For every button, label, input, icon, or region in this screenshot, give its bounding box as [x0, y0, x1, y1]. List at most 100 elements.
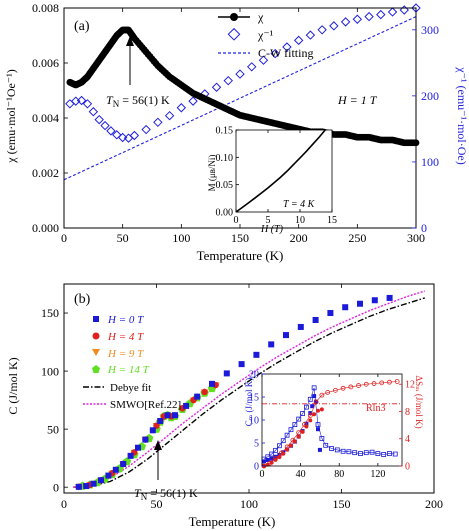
cm-open-point: [319, 435, 325, 441]
debye-fit-path: [73, 297, 426, 488]
h0t-point: [75, 483, 82, 490]
h0t-point: [327, 310, 334, 317]
cm-filled-point: [312, 394, 317, 399]
h0t-point: [127, 452, 134, 459]
x-tick-label: 250: [348, 231, 366, 245]
cm-open-point: [296, 416, 302, 422]
legend-chi-marker: [230, 13, 238, 21]
chi-inverse-point: [305, 30, 316, 40]
cm-open-point: [292, 422, 298, 428]
chi-inverse-point: [176, 103, 187, 113]
panel-a-y2-axis-label: χ⁻¹ (emu⁻¹·mol·Oe): [455, 66, 469, 165]
tn-arrowhead-b: [154, 440, 162, 450]
x-tick-label: 100: [172, 231, 190, 245]
h0t-point: [157, 418, 164, 425]
s-filled-point: [269, 460, 274, 465]
entropy-inset: 0 40 80 120 0 5 10 15 20 0 4 8 12 Cₘ (J/mol K) ΔSₘ…: [244, 370, 424, 481]
s-open-point: [348, 384, 354, 390]
s-filled-point: [319, 407, 324, 412]
panel-a-x-ticks: 0 50 100 150 200 250 300: [61, 8, 425, 245]
h0t-point: [297, 323, 304, 330]
inset-a-x-ticks: 0 5 10 15: [234, 130, 337, 226]
s-open-point: [394, 379, 400, 384]
cm-open-point: [392, 451, 398, 457]
y-tick-label: 8: [405, 407, 410, 418]
legend-h0-marker: [93, 316, 99, 322]
cm-filled-point: [308, 411, 313, 416]
h0t-series: [75, 294, 393, 490]
legend-h4-label: H = 4 T: [107, 331, 144, 343]
y-tick-label: 0.008: [32, 1, 59, 15]
s-open-path: [263, 381, 398, 467]
inset-b-y-label: Cₘ (J/mol K): [244, 378, 254, 427]
chi-inverse-point: [164, 110, 175, 121]
h0t-point: [357, 300, 363, 307]
y-tick-label: 200: [421, 89, 439, 103]
x-tick-label: 40: [296, 469, 306, 480]
cm-open-point: [280, 438, 286, 444]
legend-h9-label: H = 9 T: [107, 348, 144, 360]
chi-inverse-point: [317, 25, 327, 35]
cm-open-point: [363, 450, 369, 456]
s-open-point: [363, 381, 369, 387]
tn-annotation-b: TN = 56(1) K: [134, 440, 198, 502]
h0t-point: [98, 477, 104, 484]
s-filled-point: [300, 429, 305, 434]
x-tick-label: 300: [407, 231, 425, 245]
inset-b-y2-ticks: 0 4 8 12: [399, 380, 415, 473]
cm-open-point: [346, 449, 352, 455]
h0t-point: [209, 380, 215, 387]
y-tick-label: 15: [249, 393, 259, 404]
s-filled-point: [288, 443, 293, 448]
chi-inverse-point: [188, 96, 198, 106]
panel-b-x-axis-label: Temperature (K): [189, 514, 276, 529]
chi-inverse-point: [106, 126, 116, 136]
cm-open-point: [375, 451, 381, 456]
y-tick-label: 0.002: [32, 166, 59, 180]
chi-inverse-point: [112, 130, 122, 140]
s-filled-point: [285, 447, 290, 452]
panel-a-x-axis-label: Temperature (K): [197, 248, 284, 263]
y-tick-label: 0.004: [32, 111, 59, 125]
y-tick-label: 300: [421, 23, 439, 37]
chi-inverse-point: [211, 82, 222, 92]
inset-b-s-filled-series: [261, 407, 324, 468]
s-open-point: [340, 385, 346, 391]
x-tick-label: 15: [327, 215, 337, 226]
x-tick-label: 50: [151, 497, 163, 511]
legend-h9-marker: [92, 349, 100, 356]
chi-inverse-point: [76, 95, 87, 106]
h0t-point: [149, 427, 156, 434]
cm-filled-point: [317, 447, 322, 452]
inset-a-background: [236, 130, 332, 212]
h0t-point: [105, 472, 112, 479]
y-tick-label: 0: [421, 221, 427, 235]
cm-open-point: [323, 442, 329, 448]
s-open-point: [356, 383, 361, 388]
inset-a-y-ticks: 0.00 0.05 0.10 0.15: [216, 126, 239, 219]
panel-b-y-axis-label: C (J/mol K): [6, 357, 20, 414]
legend-cw-label: C-W fitting: [258, 46, 313, 60]
chi-inverse-point: [364, 11, 374, 22]
magnetization-curve: [235, 128, 327, 213]
legend-smwo-label: SMWO[Ref.22]: [110, 399, 181, 411]
s-open-point: [313, 399, 319, 405]
tn-arrowhead-a: [126, 36, 134, 46]
s-filled-point: [304, 424, 309, 429]
s-open-point: [332, 387, 338, 393]
s-filled-point: [292, 439, 297, 444]
y-tick-label: 0.10: [216, 153, 234, 164]
cm-filled-point: [310, 404, 315, 409]
chi-inverse-point: [376, 9, 386, 20]
rln3-label: Rln3: [366, 403, 385, 414]
s-filled-point: [296, 434, 301, 439]
y-tick-label: 0.15: [216, 126, 234, 137]
x-tick-label: 10: [295, 215, 305, 226]
s-filled-point: [308, 418, 313, 423]
chi-inverse-point: [399, 5, 409, 15]
cm-open-point: [381, 452, 387, 457]
chi-inverse-point: [352, 14, 363, 24]
inset-b-s-open-series: [261, 379, 400, 469]
x-tick-label: 0: [61, 497, 67, 511]
